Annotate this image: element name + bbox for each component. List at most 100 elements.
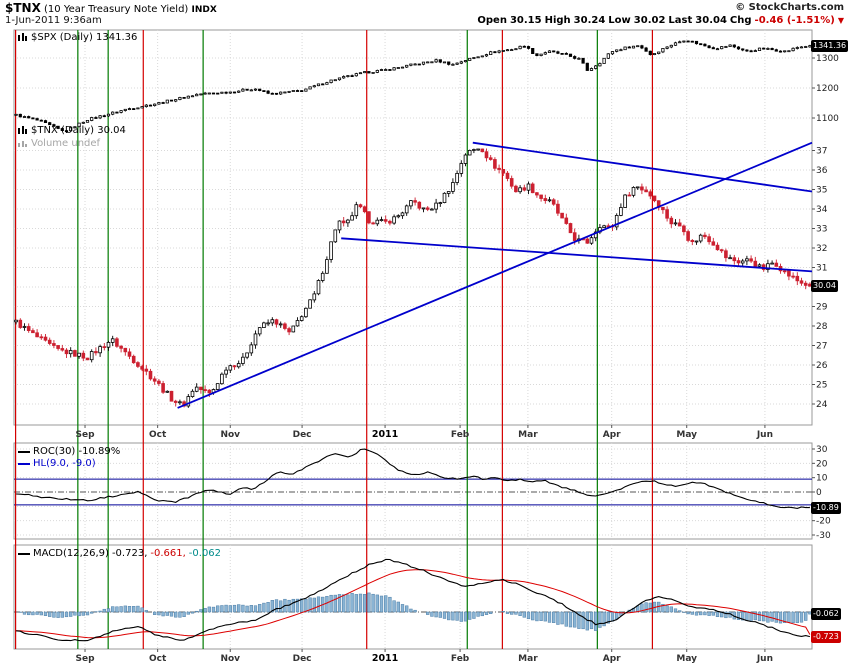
- svg-text:Apr: Apr: [603, 654, 621, 664]
- last-label: Last: [668, 15, 693, 26]
- open-label: Open: [477, 15, 507, 26]
- svg-text:28: 28: [816, 322, 828, 332]
- macd-signal-value: -0.661,: [150, 548, 186, 559]
- trendline: [472, 141, 813, 193]
- quote-strip: Open 30.15 High 30.24 Low 30.02 Last 30.04 Chg -0…: [474, 15, 844, 26]
- svg-text:Feb: Feb: [451, 654, 470, 664]
- macd-hist-value: -0.062: [188, 548, 222, 559]
- tnx-last-price-box: 30.04: [811, 280, 838, 292]
- macd-last-value-box: -0.723: [811, 631, 841, 643]
- volume-legend: Volume undef: [18, 138, 100, 149]
- down-triangle-icon: ▼: [837, 16, 844, 25]
- trendline: [177, 141, 813, 409]
- volume-bars-icon: [18, 141, 27, 147]
- svg-text:Dec: Dec: [293, 430, 312, 440]
- chart-title: $TNX (10 Year Treasury Note Yield) INDX: [5, 1, 217, 15]
- chg-label: Chg: [729, 15, 752, 26]
- svg-text:Oct: Oct: [149, 430, 167, 440]
- svg-text:26: 26: [816, 361, 828, 371]
- exchange: INDX: [191, 5, 217, 15]
- candlestick-series-icon: [18, 33, 27, 41]
- open-value: 30.15: [509, 15, 542, 26]
- macd-line-value: -0.723,: [111, 548, 148, 559]
- low-label: Low: [608, 15, 631, 26]
- spx-candlesticks: [14, 40, 812, 133]
- svg-text:29: 29: [816, 303, 828, 313]
- svg-text:May: May: [676, 430, 697, 440]
- tnx-legend-label: $TNX (Daily) 30.04: [31, 125, 126, 136]
- copyright: © StockCharts.com: [735, 2, 844, 13]
- datetime: 1-Jun-2011 9:36am: [5, 15, 102, 26]
- hl-legend: HL(9.0, -9.0): [18, 458, 96, 469]
- svg-text:2011: 2011: [372, 429, 398, 440]
- spx-legend: $SPX (Daily) 1341.36: [18, 32, 137, 43]
- roc-panel: [13, 442, 813, 540]
- roc-legend: ROC(30) -10.89%: [18, 446, 120, 457]
- macd-series-icon: [18, 552, 30, 555]
- svg-text:24: 24: [816, 400, 828, 410]
- tnx-legend: $TNX (Daily) 30.04: [18, 125, 126, 136]
- axis-labels: 1300 1200 1100 37 36 35 34 33 32 31 29 28 27 26 25 24 30…: [76, 54, 840, 664]
- svg-text:Mar: Mar: [518, 654, 538, 664]
- macd-hist-value-box: -0.062: [811, 608, 841, 620]
- svg-text:31: 31: [816, 264, 827, 274]
- svg-text:-30: -30: [816, 531, 831, 541]
- svg-text:Jun: Jun: [756, 430, 773, 440]
- volume-legend-label: Volume undef: [31, 138, 101, 149]
- hl-series-icon: [18, 462, 30, 465]
- macd-histogram: [18, 592, 812, 631]
- svg-text:30: 30: [816, 445, 828, 455]
- svg-text:10: 10: [816, 474, 828, 484]
- last-value: 30.04: [695, 15, 727, 26]
- svg-text:2011: 2011: [372, 653, 398, 664]
- chg-value: -0.46 (-1.51%): [754, 15, 835, 26]
- svg-text:1200: 1200: [816, 84, 839, 94]
- symbol: $TNX: [5, 1, 41, 15]
- svg-text:May: May: [676, 654, 697, 664]
- hl-legend-label: HL(9.0, -9.0): [33, 458, 96, 469]
- roc-legend-label: ROC(30) -10.89%: [33, 446, 121, 457]
- macd-legend-label: MACD(12,26,9): [33, 548, 109, 559]
- svg-text:27: 27: [816, 342, 827, 352]
- svg-text:0: 0: [816, 488, 822, 498]
- svg-text:Oct: Oct: [149, 654, 167, 664]
- roc-line: [16, 448, 810, 509]
- svg-text:Nov: Nov: [220, 654, 240, 664]
- svg-text:35: 35: [816, 186, 827, 196]
- tnx-candlesticks: [14, 148, 812, 408]
- svg-text:1100: 1100: [816, 114, 839, 124]
- svg-text:Jun: Jun: [756, 654, 773, 664]
- svg-text:Feb: Feb: [451, 430, 470, 440]
- spx-last-price-box: 1341.36: [811, 40, 849, 52]
- macd-signal-line: [16, 569, 811, 639]
- svg-text:Mar: Mar: [518, 430, 538, 440]
- svg-text:33: 33: [816, 225, 827, 235]
- trendline: [341, 237, 813, 273]
- price-panel: [13, 29, 813, 426]
- spx-legend-label: $SPX (Daily) 1341.36: [31, 32, 138, 43]
- svg-text:Apr: Apr: [603, 430, 621, 440]
- svg-text:36: 36: [816, 166, 828, 176]
- svg-text:Sep: Sep: [76, 430, 96, 440]
- svg-text:32: 32: [816, 244, 827, 254]
- svg-text:34: 34: [816, 205, 828, 215]
- svg-text:37: 37: [816, 147, 827, 157]
- symbol-description: (10 Year Treasury Note Yield): [44, 4, 189, 15]
- roc-last-value-box: -10.89: [811, 502, 841, 514]
- high-label: High: [544, 15, 571, 26]
- roc-series-icon: [18, 450, 30, 453]
- macd-line: [16, 558, 811, 642]
- high-value: 30.24: [573, 15, 606, 26]
- svg-text:1300: 1300: [816, 54, 839, 64]
- svg-text:Dec: Dec: [293, 654, 312, 664]
- signal-vlines: [14, 30, 654, 649]
- svg-text:25: 25: [816, 381, 827, 391]
- low-value: 30.02: [633, 15, 666, 26]
- candlestick-series-icon: [18, 126, 27, 134]
- svg-text:-20: -20: [816, 517, 831, 527]
- svg-text:20: 20: [816, 459, 828, 469]
- svg-text:Nov: Nov: [220, 430, 240, 440]
- macd-legend: MACD(12,26,9) -0.723, -0.661, -0.062: [18, 548, 221, 559]
